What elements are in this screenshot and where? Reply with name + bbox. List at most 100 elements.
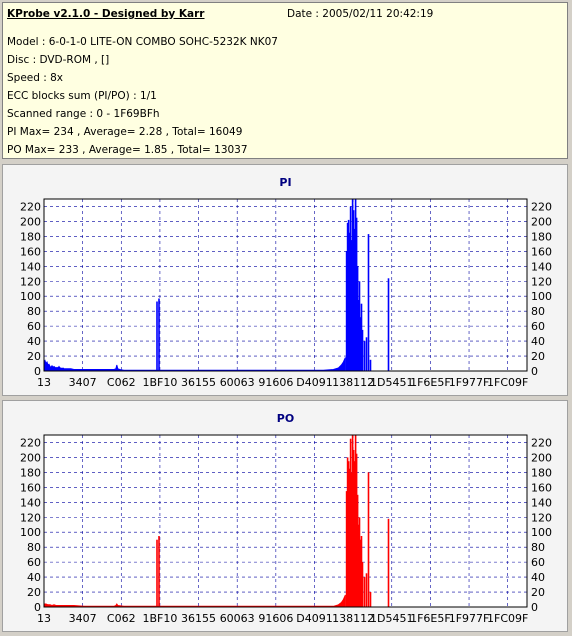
po-bar	[360, 536, 363, 607]
chart-title: PO	[277, 412, 294, 425]
pi-bar	[348, 232, 351, 371]
pi-bar	[387, 278, 390, 371]
po-chart: PO 0 0 20 20 40 40 60 60 80 80 100 100 120 120 140 140 16…	[20, 412, 552, 625]
y-tick-label-left: 180	[20, 466, 41, 479]
y-tick-label-right: 0	[531, 601, 538, 614]
pi-bar	[353, 228, 356, 371]
po-bar	[345, 491, 348, 607]
po-stats-line: PO Max= 233 , Average= 1.85 , Total= 130…	[7, 144, 248, 156]
y-tick-label-left: 200	[20, 451, 41, 464]
x-tick-label: 1BF10	[142, 376, 177, 389]
y-tick-label-right: 80	[531, 541, 545, 554]
y-tick-label-left: 60	[27, 556, 41, 569]
pi-bar	[156, 301, 158, 371]
y-tick-label-right: 220	[531, 200, 552, 213]
po-bar	[354, 435, 357, 607]
y-tick-label-right: 140	[531, 260, 552, 273]
y-tick-label-left: 80	[27, 541, 41, 554]
chart-title: PI	[279, 176, 291, 189]
ecc-line: ECC blocks sum (PI/PO) : 1/1	[7, 90, 157, 102]
x-tick-label: 1FC09F	[487, 376, 528, 389]
plot-frame	[43, 198, 528, 372]
y-tick-label-left: 160	[20, 481, 41, 494]
x-tick-label: 1F6E5F	[410, 376, 451, 389]
x-tick-label: 36155	[181, 376, 216, 389]
pi-bar	[351, 199, 354, 371]
po-bar	[355, 453, 358, 607]
y-tick-label-left: 60	[27, 320, 41, 333]
x-tick-label: 1F977F	[449, 376, 490, 389]
pi-bar	[354, 199, 357, 371]
y-tick-label-right: 180	[531, 466, 552, 479]
po-chart-panel: PO 0 0 20 20 40 40 60 60 80 80 100 100 120 120 140 140 16…	[2, 400, 568, 632]
y-tick-label-right: 100	[531, 290, 552, 303]
po-baseline-series	[43, 594, 346, 608]
x-tick-label: 13	[37, 376, 51, 389]
pi-bar	[349, 206, 352, 371]
model-line: Model : 6-0-1-0 LITE-ON COMBO SOHC-5232K…	[7, 36, 278, 48]
x-tick-label: C062	[107, 376, 136, 389]
x-tick-label: 60063	[220, 376, 255, 389]
x-tick-label: 1FC09F	[487, 612, 528, 625]
pi-bar	[355, 217, 358, 371]
y-tick-label-left: 20	[27, 586, 41, 599]
po-bar	[387, 518, 390, 607]
x-tick-label: 3407	[69, 376, 97, 389]
po-bar	[346, 457, 349, 607]
info-panel: KProbe v2.1.0 - Designed by Karr Date : …	[2, 2, 568, 159]
y-tick-label-left: 100	[20, 290, 41, 303]
pi-bar	[347, 219, 350, 371]
y-tick-label-right: 200	[531, 215, 552, 228]
y-tick-label-left: 0	[34, 365, 41, 378]
y-tick-label-left: 80	[27, 305, 41, 318]
y-tick-label-right: 160	[531, 481, 552, 494]
po-bar	[351, 435, 354, 607]
y-tick-label-left: 160	[20, 245, 41, 258]
y-tick-label-right: 60	[531, 320, 545, 333]
x-tick-label: 3407	[69, 612, 97, 625]
y-tick-label-right: 0	[531, 365, 538, 378]
y-tick-label-left: 180	[20, 230, 41, 243]
po-bar	[365, 573, 368, 607]
y-tick-label-left: 100	[20, 526, 41, 539]
pi-bar	[345, 251, 348, 371]
y-tick-label-right: 180	[531, 230, 552, 243]
plot-area	[43, 198, 528, 372]
y-tick-label-left: 220	[20, 436, 41, 449]
scan-date: Date : 2005/02/11 20:42:19	[287, 8, 434, 20]
x-tick-label: C062	[107, 612, 136, 625]
y-tick-label-right: 100	[531, 526, 552, 539]
pi-stats-line: PI Max= 234 , Average= 2.28 , Total= 160…	[7, 126, 243, 138]
po-bar	[358, 517, 361, 607]
y-tick-label-left: 220	[20, 200, 41, 213]
y-tick-label-right: 160	[531, 245, 552, 258]
po-bar	[352, 450, 355, 607]
y-tick-label-right: 20	[531, 350, 545, 363]
range-line: Scanned range : 0 - 1F69BFh	[7, 108, 160, 120]
pi-baseline-series	[43, 357, 346, 372]
pi-bar	[363, 341, 366, 371]
y-tick-label-left: 120	[20, 275, 41, 288]
pi-bar	[346, 222, 349, 371]
pi-bar	[357, 300, 360, 371]
x-tick-label: 36155	[181, 612, 216, 625]
y-tick-label-right: 20	[531, 586, 545, 599]
app-title: KProbe v2.1.0 - Designed by Karr	[7, 8, 205, 20]
disc-line: Disc : DVD-ROM , []	[7, 54, 110, 66]
y-tick-label-right: 120	[531, 511, 552, 524]
po-bar	[349, 438, 352, 607]
plot-area	[43, 434, 528, 608]
po-bar	[356, 494, 359, 607]
y-tick-label-right: 80	[531, 305, 545, 318]
pi-bar	[358, 281, 361, 371]
y-tick-label-right: 60	[531, 556, 545, 569]
x-tick-label: D4091	[296, 376, 332, 389]
pi-bar	[158, 298, 160, 371]
pi-bar	[352, 210, 355, 371]
y-tick-label-left: 140	[20, 260, 41, 273]
x-tick-label: 1D5451	[370, 612, 413, 625]
po-bar	[361, 562, 364, 607]
y-tick-label-right: 120	[531, 275, 552, 288]
pi-chart-panel: PI 0 0 20 20 40 40 60 60 80 80 100 100 120 120 140 140 16…	[2, 164, 568, 396]
x-tick-label: 1F977F	[449, 612, 490, 625]
